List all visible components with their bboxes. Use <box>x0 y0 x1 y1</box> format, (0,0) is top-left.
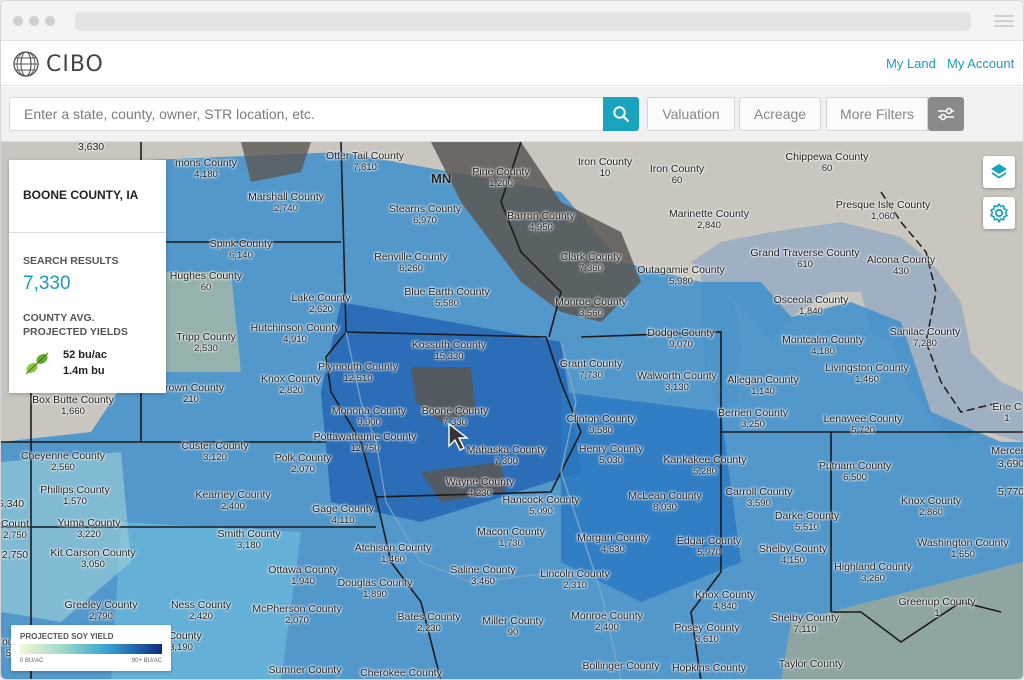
state-label: MN <box>431 171 452 186</box>
search-results-heading: SEARCH RESULTS <box>23 255 119 267</box>
menu-icon[interactable] <box>994 15 1014 27</box>
sliders-icon <box>938 107 954 121</box>
filter-settings-button[interactable] <box>928 97 964 131</box>
soybean-icon <box>25 352 49 375</box>
layers-button[interactable] <box>983 156 1015 188</box>
yield-map[interactable]: MN mons County 4,180 Otter Tail County 7,81… <box>1 142 1023 679</box>
layers-icon <box>991 164 1007 179</box>
map-base <box>1 142 1023 679</box>
search-icon <box>613 106 630 123</box>
legend-title: PROJECTED SOY YIELD <box>20 632 114 641</box>
yield-heading-line2: PROJECTED YIELDS <box>23 326 128 338</box>
search-results-count: 7,330 <box>23 273 71 294</box>
missouri-river <box>345 331 562 583</box>
more-filters-button[interactable]: More Filters <box>826 97 928 131</box>
non-crop-area-wisconsin <box>431 142 641 322</box>
map-settings-button[interactable] <box>983 197 1015 229</box>
great-lakes <box>691 222 1023 442</box>
gear-icon <box>990 203 1008 223</box>
search-toolbar: Valuation Acreage More Filters <box>1 87 1023 142</box>
panel-divider <box>9 232 166 233</box>
cibo-logo[interactable]: CIBO <box>12 50 104 78</box>
yield-legend: PROJECTED SOY YIELD 0 BU/AC 90+ BU/AC <box>11 625 171 671</box>
globe-icon <box>13 51 39 77</box>
app-header: CIBO My Land My Account <box>1 41 1023 86</box>
window-dot-icon[interactable] <box>29 16 39 26</box>
yield-total: 1.4m bu <box>63 365 105 377</box>
legend-high-label: 90+ BU/AC <box>131 658 162 664</box>
yield-light-west <box>1 452 131 622</box>
app-name: CIBO <box>46 51 104 77</box>
my-land-link[interactable]: My Land <box>886 56 936 71</box>
legend-low-label: 0 BU/AC <box>20 658 44 664</box>
mississippi-river <box>560 341 622 679</box>
county-title: BOONE COUNTY, IA <box>23 188 139 202</box>
non-crop-area-iowa <box>411 367 476 422</box>
non-crop-area-north <box>241 142 311 182</box>
canada-border <box>880 191 1002 413</box>
window-dot-icon[interactable] <box>45 16 55 26</box>
valuation-filter-button[interactable]: Valuation <box>647 97 735 131</box>
mouse-pointer-icon <box>448 422 469 451</box>
hills-ohio-valley <box>781 562 1023 679</box>
acreage-filter-button[interactable]: Acreage <box>739 97 821 131</box>
yield-per-acre: 52 bu/ac <box>63 349 108 361</box>
legend-gradient <box>20 644 162 654</box>
my-account-link[interactable]: My Account <box>947 56 1015 71</box>
non-crop-area-missouri <box>421 462 506 502</box>
search-input[interactable] <box>9 97 603 131</box>
grassland-south-dakota <box>151 272 241 372</box>
search-button[interactable] <box>603 97 639 131</box>
yield-core-illinois <box>561 392 741 602</box>
address-bar[interactable] <box>75 12 971 31</box>
yield-heading-line1: COUNTY AVG. <box>23 312 95 324</box>
window-dot-icon[interactable] <box>13 16 23 26</box>
browser-chrome <box>1 1 1023 41</box>
county-summary-panel: BOONE COUNTY, IA SEARCH RESULTS 7,330 CO… <box>9 160 166 393</box>
